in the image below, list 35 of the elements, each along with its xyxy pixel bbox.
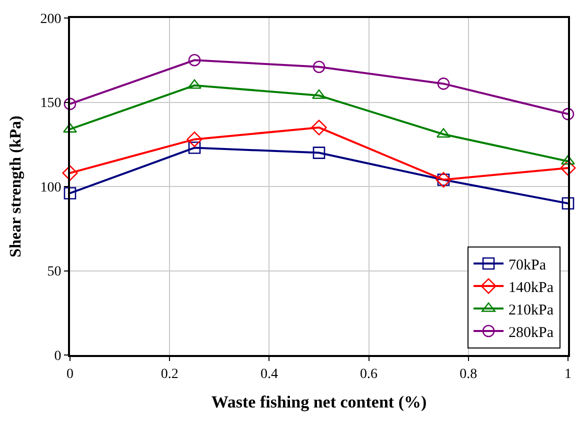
y-tick-label: 200 — [40, 12, 62, 27]
point — [64, 187, 76, 200]
legend-label: 140kPa — [508, 280, 554, 296]
y-tick-label: 100 — [40, 180, 62, 196]
point — [188, 54, 201, 66]
point — [437, 78, 450, 90]
point — [311, 120, 327, 136]
x-tick-label: 0.2 — [160, 366, 178, 382]
x-axis-title: Waste fishing net content (%) — [211, 392, 427, 412]
x-tick-label: 0 — [66, 366, 74, 382]
point — [562, 108, 574, 120]
point — [188, 142, 201, 154]
legend-label: 210kPa — [508, 302, 554, 318]
y-tick-label: 50 — [47, 264, 62, 280]
x-tick-label: 0.6 — [360, 366, 378, 382]
point — [64, 98, 76, 110]
x-tick-label: 0.8 — [460, 366, 478, 382]
point — [562, 197, 574, 210]
x-tick-label: 1 — [564, 366, 572, 382]
point — [63, 123, 77, 133]
point — [312, 146, 326, 159]
legend-label: 70kPa — [508, 257, 546, 274]
legend-label: 280kPa — [508, 324, 554, 341]
x-tick-label: 0.4 — [260, 366, 278, 382]
y-tick-label: 0 — [54, 348, 62, 364]
point — [186, 132, 202, 148]
point — [62, 165, 78, 181]
y-axis-title: Shear strength (kPa) — [8, 116, 25, 258]
point — [560, 160, 576, 176]
y-tick-label: 150 — [40, 96, 62, 112]
point — [561, 155, 575, 165]
point — [436, 128, 450, 138]
point — [188, 79, 202, 89]
point — [312, 89, 326, 99]
point — [312, 60, 326, 74]
